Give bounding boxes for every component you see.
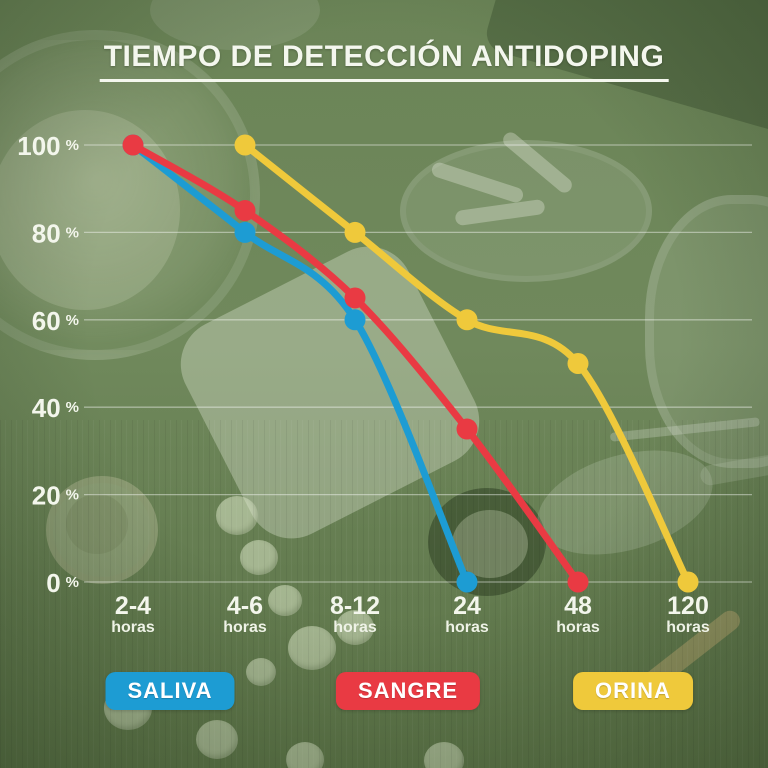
bg-pill (336, 610, 374, 645)
bg-pill (246, 658, 276, 686)
bg-pill (268, 585, 302, 616)
bg-drink-liquid (0, 110, 180, 310)
x-axis-label-48: 48 (564, 592, 592, 620)
x-axis-sublabel: horas (445, 619, 489, 636)
x-axis-sublabel: horas (333, 619, 377, 636)
series-line-sangre (129, 141, 582, 586)
data-point-orina (344, 221, 366, 243)
y-axis-label-100pct: 100% (17, 131, 79, 161)
data-point-saliva (456, 571, 478, 593)
bg-bottle-opening-inner (452, 510, 528, 578)
x-axis-sublabel: horas (223, 619, 267, 636)
data-point-sangre (234, 200, 256, 222)
bg-bottle-cap-inner (66, 494, 128, 554)
legend-badge-orina: ORINA (573, 672, 693, 710)
data-point-sangre (344, 287, 366, 309)
series-line-saliva (129, 141, 471, 586)
series-line-orina (241, 141, 692, 586)
bg-ashtray (400, 140, 652, 282)
bg-pill (286, 742, 324, 768)
data-point-orina (234, 134, 256, 156)
data-point-orina (456, 309, 478, 331)
y-axis-label-0pct: 0% (46, 568, 79, 598)
data-point-saliva (344, 309, 366, 331)
bg-pill (288, 626, 336, 670)
legend-badge-sangre: SANGRE (335, 672, 481, 710)
legend-badge-saliva: SALIVA (105, 672, 235, 710)
x-axis-label-120: 120 (667, 592, 709, 620)
chart-title: TIEMPO DE DETECCIÓN ANTIDOPING (99, 40, 669, 82)
bg-pill (240, 540, 278, 575)
x-axis-label-24: 24 (453, 592, 481, 620)
x-axis-sublabel: horas (556, 619, 600, 636)
y-axis-label-60pct: 60% (32, 306, 79, 336)
x-axis-label-2-4: 2-4 (115, 592, 151, 620)
data-point-saliva (234, 221, 256, 243)
y-axis-label-20pct: 20% (32, 481, 79, 511)
y-axis-label-80pct: 80% (32, 218, 79, 248)
data-point-sangre (567, 571, 589, 593)
data-point-sangre (456, 418, 478, 440)
bg-pill (196, 720, 238, 759)
y-axis-label-40pct: 40% (32, 393, 79, 423)
data-point-orina (677, 571, 699, 593)
bg-glass-right (645, 195, 768, 468)
data-point-sangre (122, 134, 144, 156)
bg-pill (424, 742, 464, 768)
bg-pill (216, 496, 258, 535)
x-axis-label-4-6: 4-6 (227, 592, 263, 620)
x-axis-label-8-12: 8-12 (330, 592, 380, 620)
data-point-orina (567, 353, 589, 374)
x-axis-sublabel: horas (666, 619, 710, 636)
x-axis-sublabel: horas (111, 619, 155, 636)
